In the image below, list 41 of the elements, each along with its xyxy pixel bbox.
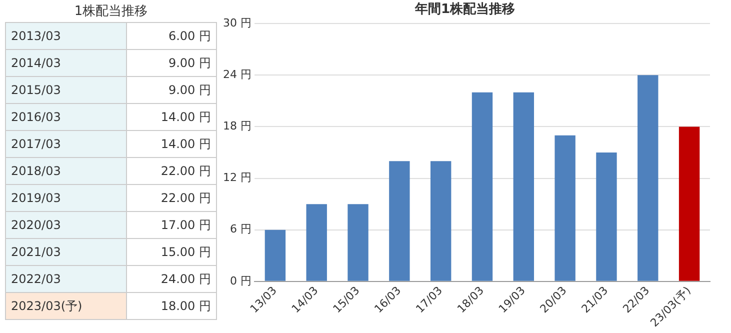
category-label: 2013/03 <box>6 22 126 50</box>
y-tick-label: 30 円 <box>222 16 252 30</box>
bar <box>678 126 700 281</box>
bar <box>389 161 410 281</box>
y-tick-label: 18 円 <box>222 120 252 133</box>
text: 14.00 円 <box>160 136 211 150</box>
category-label: 2021/03 <box>6 238 126 266</box>
category-label: 2022/03 <box>6 266 126 292</box>
text: 9.00 円 <box>168 56 211 70</box>
bar <box>638 75 658 281</box>
text: 22.00 円 <box>160 164 211 178</box>
text: 22.00 円 <box>160 190 211 204</box>
category-label: 2020/03 <box>6 212 126 238</box>
y-tick-label: 6 円 <box>230 222 252 236</box>
bar <box>472 92 493 281</box>
category-label: 2018/03 <box>6 158 126 184</box>
category-label: 2015/03 <box>6 76 126 104</box>
text: 9.00 円 <box>168 82 211 96</box>
category-label: 2019/03 <box>6 184 126 212</box>
text: 24.00 円 <box>160 272 211 286</box>
y-tick-label: 24 円 <box>222 68 252 82</box>
y-tick-label: 12 円 <box>222 171 252 184</box>
category-label: 2016/03 <box>6 104 126 130</box>
text: 14.00 円 <box>160 110 211 124</box>
bar <box>348 204 368 281</box>
text: 1株配当推移 <box>73 3 149 21</box>
category-label: 2023/03(予) <box>6 292 126 320</box>
text: 17.00 円 <box>160 218 211 232</box>
text: 6.00 円 <box>168 28 211 42</box>
bar <box>596 152 617 281</box>
category-label: 2017/03 <box>6 130 126 158</box>
category-label: 2014/03 <box>6 50 126 76</box>
bar <box>430 161 452 281</box>
text: 15.00 円 <box>160 244 211 258</box>
y-tick-label: 0 円 <box>230 274 252 288</box>
bar <box>264 230 286 281</box>
bar <box>513 92 534 281</box>
bar <box>554 135 576 281</box>
chart-title: 年間1株配当推移 <box>414 2 516 18</box>
text: 18.00 円 <box>160 298 211 312</box>
bar <box>306 204 327 281</box>
